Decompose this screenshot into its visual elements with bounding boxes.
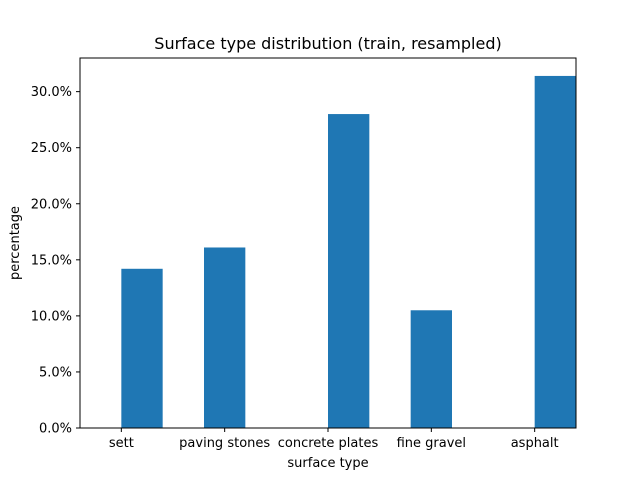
y-tick-label: 5.0% [39,365,72,380]
y-tick-label: 20.0% [31,197,72,212]
chart-title: Surface type distribution (train, resamp… [154,34,501,53]
y-tick-label: 10.0% [31,309,72,324]
x-axis-label: surface type [287,456,368,471]
y-axis: 0.0% 5.0% 10.0% 15.0% 20.0% 25.0% 30.0% [31,85,80,437]
bar-2 [204,247,246,428]
plot-frame [79,57,577,429]
bar-4 [410,310,452,428]
bar-3 [328,114,370,428]
x-tick-label: asphalt [511,436,559,451]
bars-group [121,75,576,428]
x-axis: sett paving stones concrete plates fine gra… [109,428,559,451]
y-axis-label: percentage [8,206,23,280]
bar-5 [534,75,576,428]
x-tick-label: concrete plates [278,436,379,451]
x-tick-label: sett [109,436,134,451]
y-tick-label: 25.0% [31,141,72,156]
bar-1 [121,268,163,428]
y-tick-label: 0.0% [39,422,72,437]
y-tick-label: 15.0% [31,253,72,268]
y-tick-label: 30.0% [31,85,72,100]
x-tick-label: fine gravel [397,436,466,451]
x-tick-label: paving stones [179,436,270,451]
